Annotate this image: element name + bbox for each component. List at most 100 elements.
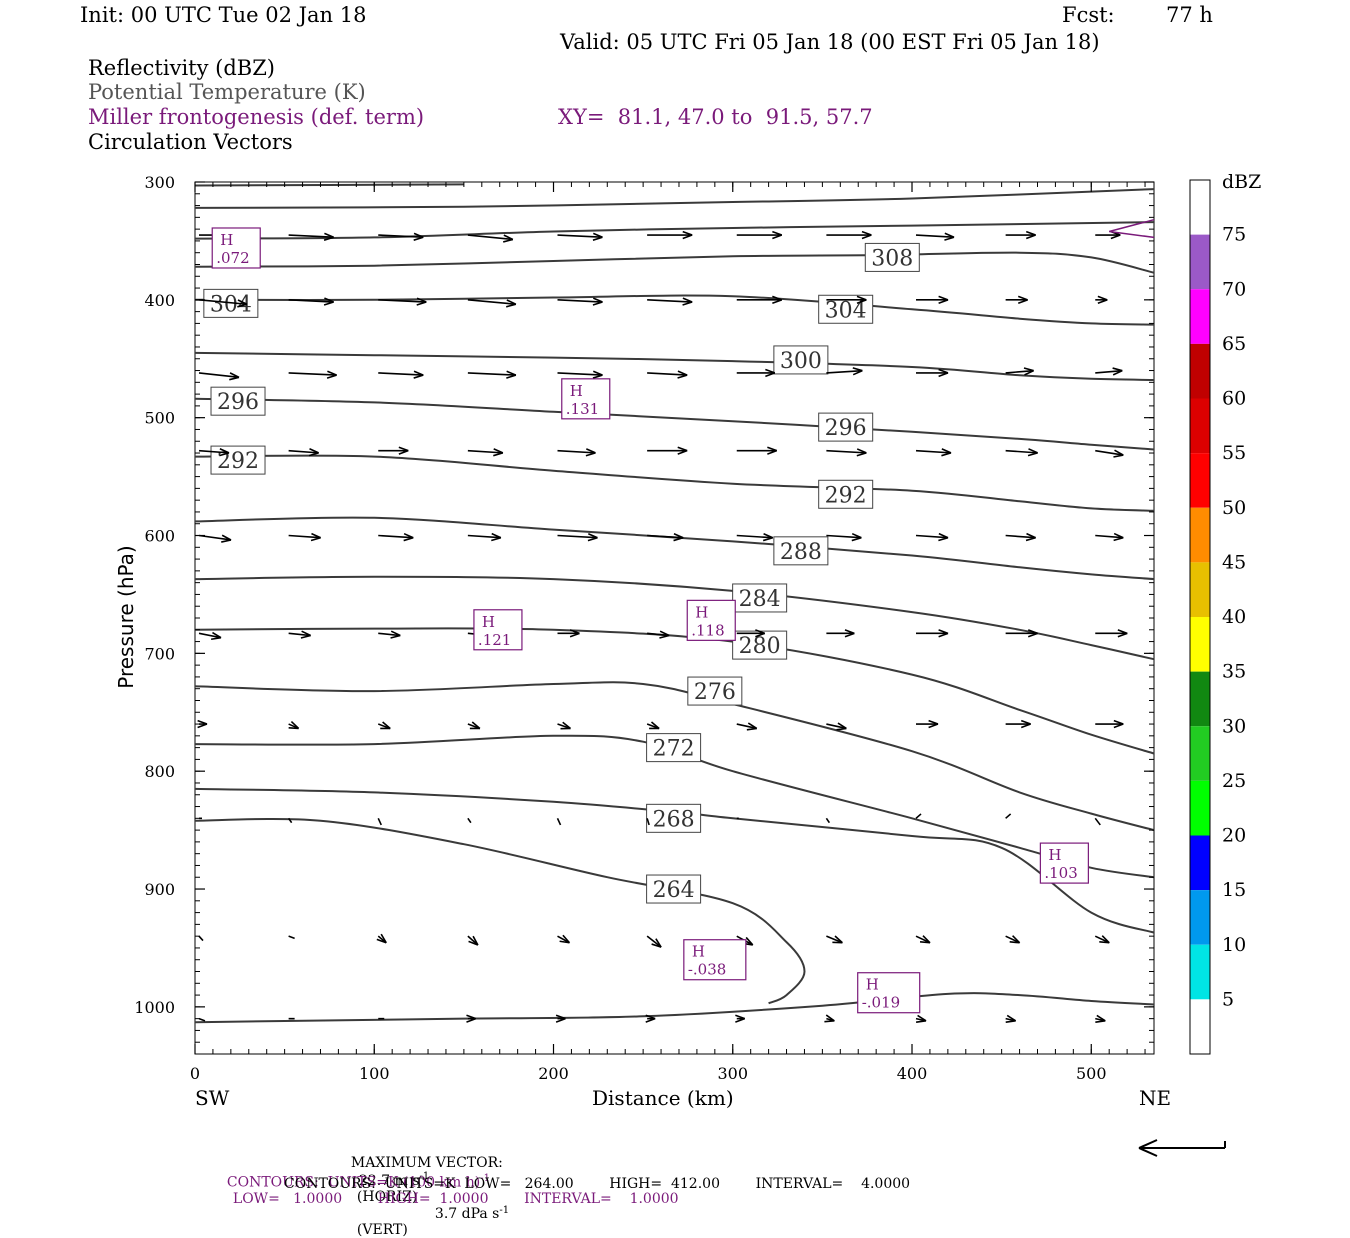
colorbar-segment [1190, 453, 1210, 508]
circulation-vector [556, 1015, 565, 1022]
colorbar-title: dBZ [1222, 171, 1261, 193]
circulation-vector [1095, 936, 1109, 943]
circulation-vector [558, 722, 571, 728]
max-vector-vert-tag: (VERT) [357, 1222, 408, 1238]
circulation-vector [468, 936, 478, 945]
colorbar-segment [1190, 945, 1210, 1000]
circulation-vector [737, 723, 757, 730]
circulation-vector [916, 936, 930, 943]
frontogenesis-max-value: .072 [216, 249, 249, 267]
frontogenesis-max-letter: H [695, 603, 708, 621]
colorbar-segment [1190, 235, 1210, 290]
circulation-vector [916, 449, 951, 456]
circulation-vector [199, 373, 239, 380]
circulation-vector [916, 630, 948, 637]
colorbar-label: 30 [1222, 715, 1246, 737]
circulation-vector [647, 298, 692, 305]
frontogenesis-max-value: -.019 [862, 994, 900, 1012]
circulation-vector [558, 298, 603, 305]
y-tick-label: 500 [144, 409, 175, 428]
theta-contour-top [195, 184, 464, 185]
circulation-vector [289, 449, 319, 456]
circulation-vector [916, 369, 948, 376]
circulation-vector [377, 934, 386, 943]
circulation-vector [378, 818, 381, 825]
theta-contour-upper [195, 189, 1154, 208]
colorbar-segment [1190, 617, 1210, 672]
frontogenesis-max-value: .131 [566, 400, 599, 418]
circulation-vector [1095, 534, 1123, 541]
circulation-vector [826, 936, 842, 943]
colorbar-label: 10 [1222, 934, 1246, 956]
y-tick-label: 800 [144, 762, 175, 781]
circulation-vector [1006, 936, 1020, 943]
circulation-vector [289, 631, 311, 638]
circulation-vector [1095, 1015, 1105, 1022]
sw-end-label: SW [195, 1086, 229, 1110]
y-tick-label: 900 [144, 880, 175, 899]
circulation-vector [1095, 721, 1123, 728]
colorbar-label: 15 [1222, 879, 1246, 901]
x-tick-label: 0 [190, 1064, 200, 1083]
contour-label: 296 [217, 390, 259, 415]
circulation-vector [1095, 368, 1122, 375]
x-axis-title: Distance (km) [592, 1086, 734, 1110]
circulation-vector [647, 232, 692, 239]
circulation-vector [199, 535, 231, 542]
circulation-vector [378, 447, 408, 454]
circulation-vector [468, 818, 471, 822]
circulation-vector [916, 534, 948, 541]
reference-vector-icon [1133, 1136, 1233, 1160]
circulation-vector [378, 631, 400, 638]
x-tick-label: 200 [538, 1064, 569, 1083]
circulation-vector [558, 818, 561, 825]
colorbar-segment [1190, 999, 1210, 1054]
circulation-vector [199, 936, 203, 940]
circulation-vector [916, 1015, 926, 1022]
circulation-vector [468, 300, 516, 307]
circulation-vector [826, 368, 862, 375]
y-tick-label: 300 [144, 173, 175, 192]
theta-contour-284 [195, 577, 1154, 659]
contour-label: 280 [739, 634, 781, 659]
contour-label: 288 [780, 540, 822, 565]
y-tick-label: 400 [144, 291, 175, 310]
circulation-vector [737, 534, 773, 541]
circulation-vector [466, 1015, 475, 1022]
circulation-vector [468, 722, 480, 728]
circulation-vector [468, 371, 516, 378]
circulation-vector [647, 936, 661, 947]
circulation-vector [1006, 1015, 1016, 1022]
colorbar-label: 50 [1222, 497, 1246, 519]
theta-contour-288 [195, 518, 1154, 580]
circulation-vector [1095, 296, 1107, 303]
circulation-vector [199, 633, 221, 640]
colorbar-segment [1190, 562, 1210, 617]
circulation-vector [916, 296, 948, 303]
colorbar-segment [1190, 180, 1210, 235]
circulation-vector [826, 449, 866, 456]
contours1-range: LOW= 1.0000 HIGH= 1.0000 INTERVAL= 1.000… [233, 1191, 679, 1207]
circulation-vector [558, 449, 596, 456]
colorbar-label: 45 [1222, 551, 1246, 573]
circulation-vector [647, 447, 687, 454]
circulation-vector [1006, 814, 1011, 818]
colorbar-label: 55 [1222, 442, 1246, 464]
colorbar-segment [1190, 344, 1210, 399]
colorbar-segment [1190, 289, 1210, 344]
circulation-vector [289, 534, 321, 541]
colorbar-segment [1190, 672, 1210, 727]
colorbar-label: 25 [1222, 770, 1246, 792]
circulation-vector [826, 534, 861, 541]
circulation-vector [1006, 534, 1036, 541]
frontogenesis-max-value: .103 [1044, 864, 1077, 882]
colorbar-label: 75 [1222, 224, 1246, 246]
y-tick-label: 600 [144, 527, 175, 546]
theta-contour-292 [195, 456, 1154, 511]
circulation-vector [558, 371, 603, 378]
max-vector-vert: 3.7 dPa s [435, 1206, 499, 1222]
theta-contour-308 [195, 253, 1154, 273]
theta-contour-300 [195, 353, 1154, 380]
circulation-vector [1006, 296, 1028, 303]
colorbar-label: 40 [1222, 606, 1246, 628]
